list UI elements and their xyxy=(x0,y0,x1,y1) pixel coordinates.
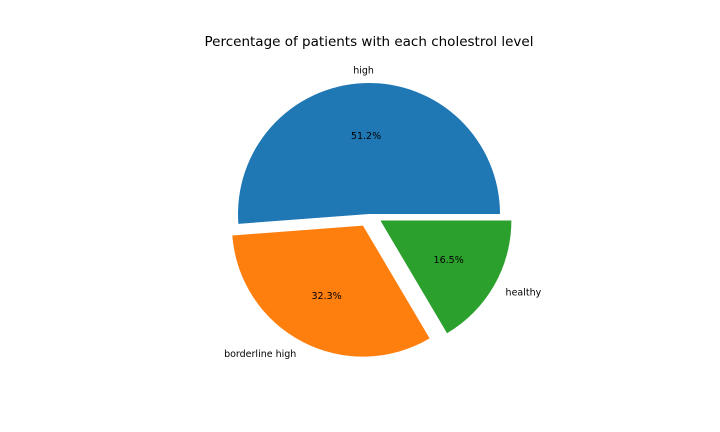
slice-percentage-high: 51.2% xyxy=(351,131,381,142)
chart-title: Percentage of patients with each cholest… xyxy=(205,34,534,50)
pie-labels: high 51.2% borderline high 32.3% healthy 16.5… xyxy=(224,66,542,360)
pie-slice-high xyxy=(237,83,500,224)
slice-label-borderline-high: borderline high xyxy=(224,349,296,360)
slice-label-high: high xyxy=(353,66,374,77)
pie-slice-borderline-high xyxy=(232,225,430,357)
slice-label-healthy: healthy xyxy=(506,287,542,298)
slice-percentage-borderline-high: 32.3% xyxy=(312,291,342,302)
pie-slices xyxy=(232,83,512,357)
pie-slice-healthy xyxy=(380,220,512,334)
slice-percentage-healthy: 16.5% xyxy=(434,255,464,266)
